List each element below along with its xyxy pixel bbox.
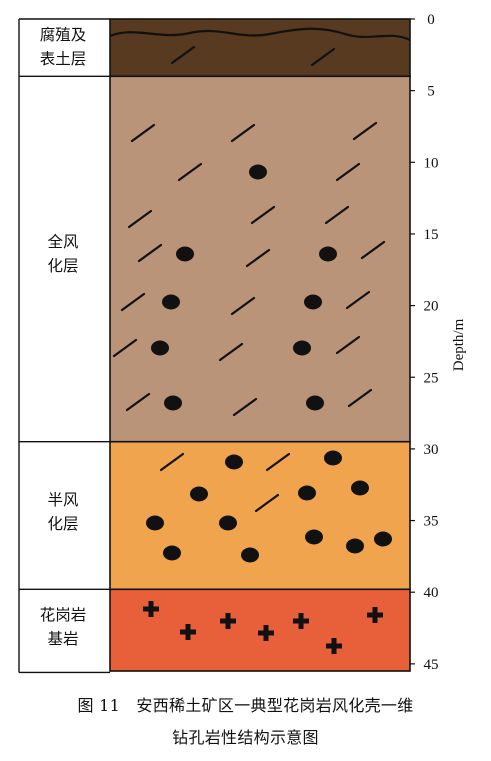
dot-mark <box>190 487 208 502</box>
tick-label: 30 <box>424 442 439 458</box>
dot-mark <box>146 516 164 531</box>
dot-mark <box>304 295 322 310</box>
layer-name-line: 化层 <box>47 257 78 275</box>
dot-mark <box>219 516 237 531</box>
caption-line-1: 图 11 安西稀土矿区一典型花岗岩风化壳一维 <box>0 690 491 722</box>
dot-mark <box>162 295 180 310</box>
layer-name-3: 半风化层 <box>47 491 79 533</box>
layer-name-2: 全风化层 <box>47 233 79 275</box>
dot-mark <box>298 486 316 501</box>
layer-4 <box>110 589 410 671</box>
dot-mark <box>249 165 267 180</box>
tick-label: 45 <box>424 657 439 673</box>
layer-1 <box>110 19 410 76</box>
depth-axis: 0 5 10 15 20 25 30 35 40 45 <box>410 12 439 673</box>
tick-label: 15 <box>424 227 439 243</box>
dot-mark <box>151 341 169 356</box>
tick-label: 10 <box>424 155 439 171</box>
layer-brackets <box>19 19 110 672</box>
layer-name-4: 花岗岩基岩 <box>40 606 87 648</box>
layer-name-line: 全风 <box>47 233 79 251</box>
dot-mark <box>346 539 364 554</box>
dot-mark <box>293 341 311 356</box>
depth-axis-label: Depth/m <box>451 318 467 371</box>
dot-mark <box>225 455 243 470</box>
tick-label: 40 <box>424 585 439 601</box>
tick-label: 25 <box>424 370 439 386</box>
dot-mark <box>324 451 342 466</box>
dot-mark <box>305 530 323 545</box>
tick-label: 5 <box>427 84 435 100</box>
layer-name-line: 腐殖及 <box>40 26 87 44</box>
dot-mark <box>176 247 194 262</box>
figure-caption: 图 11 安西稀土矿区一典型花岗岩风化壳一维 钻孔岩性结构示意图 <box>0 690 491 754</box>
layer-name-line: 基岩 <box>47 630 78 648</box>
dot-mark <box>351 481 369 496</box>
layer-name-line: 花岗岩 <box>40 606 87 624</box>
layer-name-line: 表土层 <box>40 50 87 68</box>
dot-mark <box>163 546 181 561</box>
dot-mark <box>374 532 392 547</box>
layer-name-1: 腐殖及表土层 <box>40 26 87 68</box>
dot-mark <box>319 247 337 262</box>
tick-label: 20 <box>424 299 439 315</box>
caption-line-2: 钻孔岩性结构示意图 <box>0 722 491 754</box>
dot-mark <box>241 548 259 563</box>
tick-label: 0 <box>427 12 435 28</box>
layer-name-line: 化层 <box>47 515 78 533</box>
dot-mark <box>164 396 182 411</box>
tick-label: 35 <box>424 514 439 530</box>
dot-mark <box>306 396 324 411</box>
layer-name-line: 半风 <box>47 491 79 509</box>
